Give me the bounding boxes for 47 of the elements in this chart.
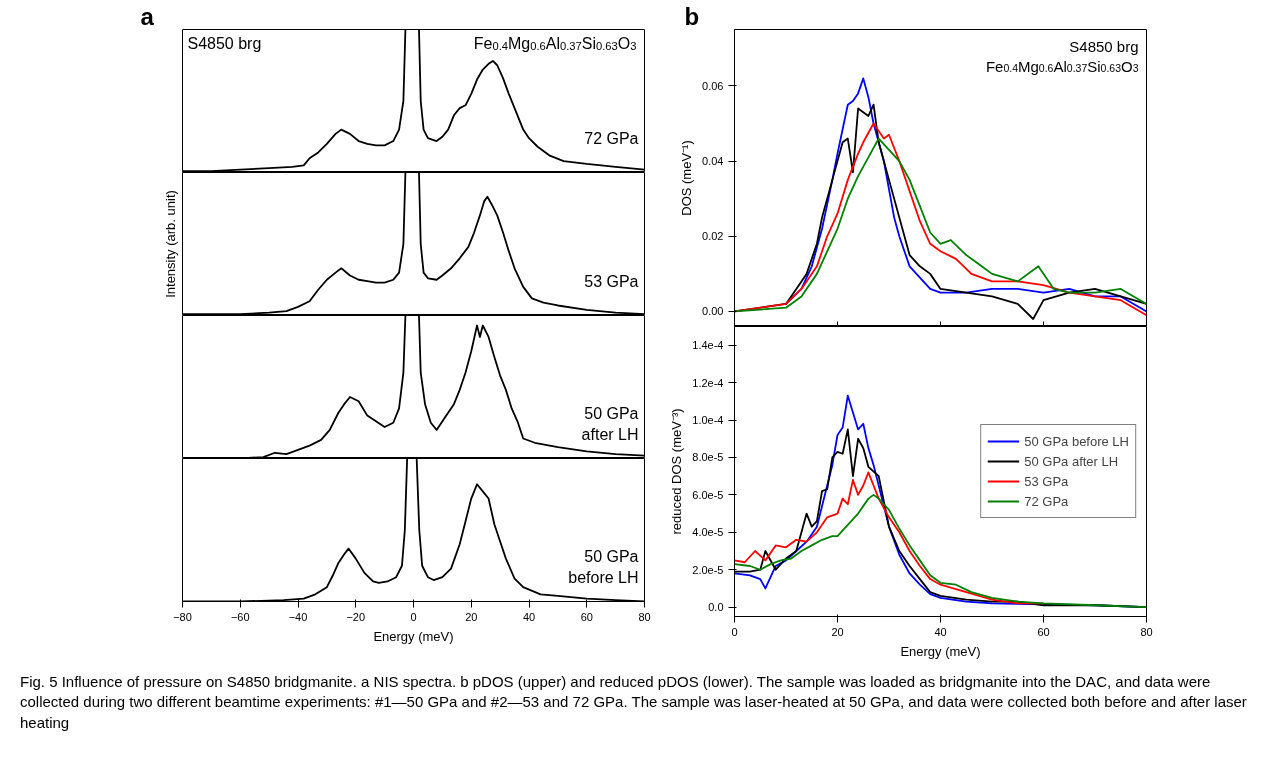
y-axis-title: reduced DOS (meV⁻³) <box>669 408 685 535</box>
x-tick-label: −40 <box>288 610 308 623</box>
x-tick-label: 80 <box>638 610 651 623</box>
y-tick-label: 1.4e-4 <box>692 339 724 352</box>
annotation: S4850 brg <box>187 34 262 52</box>
x-tick-label: −80 <box>173 610 192 623</box>
y-tick-label: 8.0e-5 <box>692 451 724 464</box>
annotation: 53 GPa <box>584 272 639 290</box>
y-tick-label: 0.04 <box>702 155 724 168</box>
x-tick-label: 40 <box>522 610 536 623</box>
y-axis-title: Intensity (arb. unit) <box>162 190 178 298</box>
text: Fe0.4Mg0.6Al0.37Si0.63O3 <box>473 34 637 52</box>
legend-label: 50 GPa before LH <box>1024 433 1129 449</box>
x-tick-label: 60 <box>580 610 593 623</box>
x-tick-label: 60 <box>1037 625 1050 638</box>
y-tick-label: 0.06 <box>702 79 724 92</box>
y-tick-label: 6.0e-5 <box>692 488 724 501</box>
y-axis-title: DOS (meV⁻¹) <box>679 140 695 216</box>
x-tick-label: 0 <box>410 610 417 623</box>
legend-label: 50 GPa after LH <box>1024 453 1119 469</box>
y-tick-label: 0.02 <box>702 230 724 243</box>
annotation: S4850 brg <box>1069 37 1139 55</box>
text: b <box>684 2 700 30</box>
annotation: 50 GPa before LH <box>568 548 639 586</box>
x-axis-title: Energy (meV) <box>373 628 454 644</box>
y-tick-label: 4.0e-5 <box>692 526 724 539</box>
y-tick-label: 1.0e-4 <box>692 414 724 427</box>
x-tick-label: −20 <box>346 610 366 623</box>
y-tick-label: 0.0 <box>708 601 724 614</box>
x-tick-label: 0 <box>731 625 738 638</box>
x-tick-label: 20 <box>465 610 478 623</box>
x-tick-label: 20 <box>831 625 844 638</box>
annotation: 50 GPa after LH <box>581 405 639 443</box>
x-tick-label: 40 <box>934 625 947 638</box>
x-tick-label: 80 <box>1140 625 1153 638</box>
annotation: 72 GPa <box>584 129 639 147</box>
y-tick-label: 2.0e-5 <box>692 563 724 576</box>
line-series <box>734 493 1147 609</box>
x-axis-title: Energy (meV) <box>900 643 981 659</box>
x-tick-label: −60 <box>230 610 250 623</box>
y-tick-label: 0.00 <box>702 305 724 318</box>
legend-label: 53 GPa <box>1024 473 1069 489</box>
legend-label: 72 GPa <box>1024 493 1069 509</box>
text: Fe0.4Mg0.6Al0.37Si0.63O3 <box>985 57 1139 75</box>
caption: Fig. 5 Influence of pressure on S4850 bridgmanite. a NIS spectra. b pDOS (upper) and reduced pDOS (lower). The sample was loaded as bridgmanite into the DAC, and data were collected during two different beamtime experiments: #1—50 GPa and #2—53 and 72 GPa. The sample was laser-heated at 50 GPa, and data were collected both before and after laser heating <box>20 672 1248 733</box>
text: a <box>140 2 155 30</box>
y-tick-label: 1.2e-4 <box>692 376 724 389</box>
